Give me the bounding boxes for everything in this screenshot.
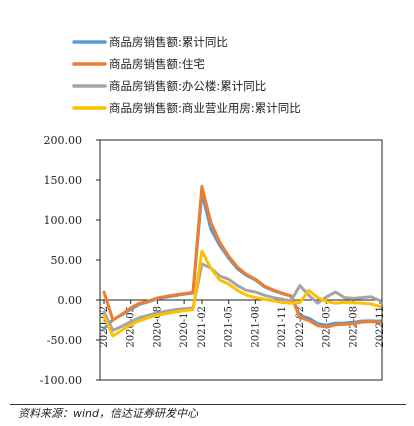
y-tick-label: 200.00 xyxy=(44,134,83,147)
legend-label-4: 商品房销售额:商业营业用房:累计同比 xyxy=(109,101,301,115)
series-line-1 xyxy=(102,191,382,331)
x-tick-label: 2022-02 xyxy=(295,306,306,348)
x-tick-label: 2021-08 xyxy=(250,306,261,348)
y-tick-label: -100.00 xyxy=(40,374,82,387)
source-note: 资料来源：wind，信达证券研发中心 xyxy=(18,407,199,420)
x-tick-label: 2020-05 xyxy=(126,306,137,348)
x-tick-label: 2020-08 xyxy=(152,306,163,348)
series-line-3 xyxy=(102,262,382,332)
y-tick-label: 0.00 xyxy=(58,294,83,307)
x-tick-label: 2022-08 xyxy=(348,306,359,348)
x-tick-label: 2021-05 xyxy=(224,306,235,348)
legend-label-3: 商品房销售额:办公楼:累计同比 xyxy=(109,79,266,93)
x-tick-label: 2022-11 xyxy=(375,306,386,348)
legend-label-1: 商品房销售额:累计同比 xyxy=(109,35,228,49)
series-line-2 xyxy=(102,184,382,329)
legend: 商品房销售额:累计同比商品房销售额:住宅商品房销售额:办公楼:累计同比商品房销售… xyxy=(72,35,301,115)
x-tick-label: 2021-11 xyxy=(277,306,288,348)
line-chart: 商品房销售额:累计同比商品房销售额:住宅商品房销售额:办公楼:累计同比商品房销售… xyxy=(40,35,386,387)
source-divider xyxy=(10,404,406,405)
x-tick-label: 2021-02 xyxy=(197,306,208,348)
y-tick-label: 150.00 xyxy=(44,174,83,187)
series-lines xyxy=(102,184,382,338)
y-tick-label: 50.00 xyxy=(51,254,83,267)
axes: 200.00 150.00 100.00 50.00 0.00 -50.00 -100.00… xyxy=(40,134,386,387)
legend-label-2: 商品房销售额:住宅 xyxy=(109,57,205,71)
plot-frame xyxy=(99,139,383,381)
x-tick-label: 2020-11 xyxy=(179,306,190,348)
y-tick-label: 100.00 xyxy=(44,214,83,227)
series-line-4 xyxy=(102,249,382,338)
y-tick-label: -50.00 xyxy=(47,334,82,347)
